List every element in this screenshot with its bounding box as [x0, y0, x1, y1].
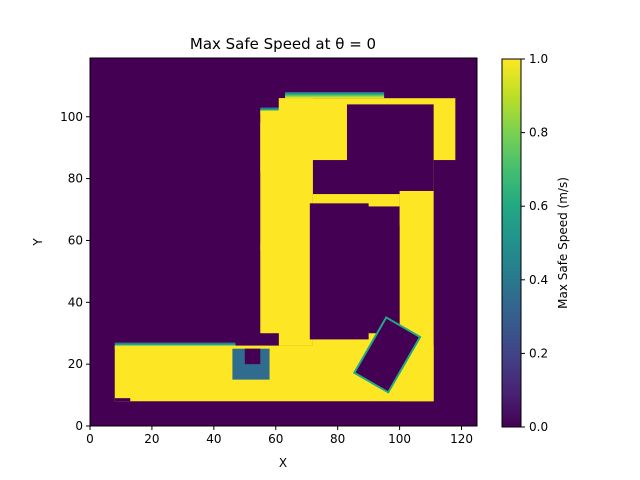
- colorbar-tick-label: 0.2: [529, 346, 548, 360]
- y-tick-label: 40: [68, 295, 83, 309]
- x-tick-label: 0: [86, 432, 94, 446]
- edge-gradient-top-block: [285, 92, 385, 99]
- x-tick-label: 20: [144, 432, 159, 446]
- heatmap-area: [90, 58, 477, 426]
- x-axis: 0 20 40 60 80 100 120: [86, 426, 473, 446]
- colorbar-ticks: 0.0 0.2 0.4 0.6 0.8 1.0: [521, 52, 548, 434]
- heat-region-dark-obstacle-top: [346, 104, 434, 191]
- y-axis: 0 20 40 60 80 100: [60, 110, 90, 433]
- heat-region-rotated-obstacle: [355, 318, 419, 391]
- colorbar: [501, 58, 522, 428]
- y-tick-label: 100: [60, 110, 83, 124]
- x-tick-label: 100: [388, 432, 411, 446]
- y-axis-label: Y: [31, 238, 45, 247]
- plot-frame: [89, 57, 478, 427]
- x-tick-label: 60: [268, 432, 283, 446]
- colorbar-label: Max Safe Speed (m/s): [556, 177, 570, 309]
- heat-region-notch-lower-right: [368, 224, 400, 328]
- colorbar-tick-label: 0.4: [529, 273, 548, 287]
- colorbar-tick-label: 0.8: [529, 126, 548, 140]
- x-tick-label: 80: [330, 432, 345, 446]
- chart-title: Max Safe Speed at θ = 0: [190, 35, 376, 53]
- heat-region-pocket-core: [244, 348, 261, 365]
- y-tick-label: 60: [68, 233, 83, 247]
- y-tick-label: 0: [75, 419, 83, 433]
- heat-region-notch-lower-left: [114, 398, 131, 402]
- colorbar-tick-label: 0.6: [529, 199, 548, 213]
- colorbar-tick-label: 1.0: [529, 52, 548, 66]
- x-tick-label: 40: [206, 432, 221, 446]
- heat-region-top-left-lobe: [260, 110, 292, 173]
- y-tick-label: 20: [68, 357, 83, 371]
- x-tick-label: 120: [450, 432, 473, 446]
- x-axis-label: X: [279, 456, 287, 470]
- heat-region-center-obstacle: [309, 203, 369, 340]
- y-tick-label: 80: [68, 172, 83, 186]
- colorbar-tick-label: 0.0: [529, 420, 548, 434]
